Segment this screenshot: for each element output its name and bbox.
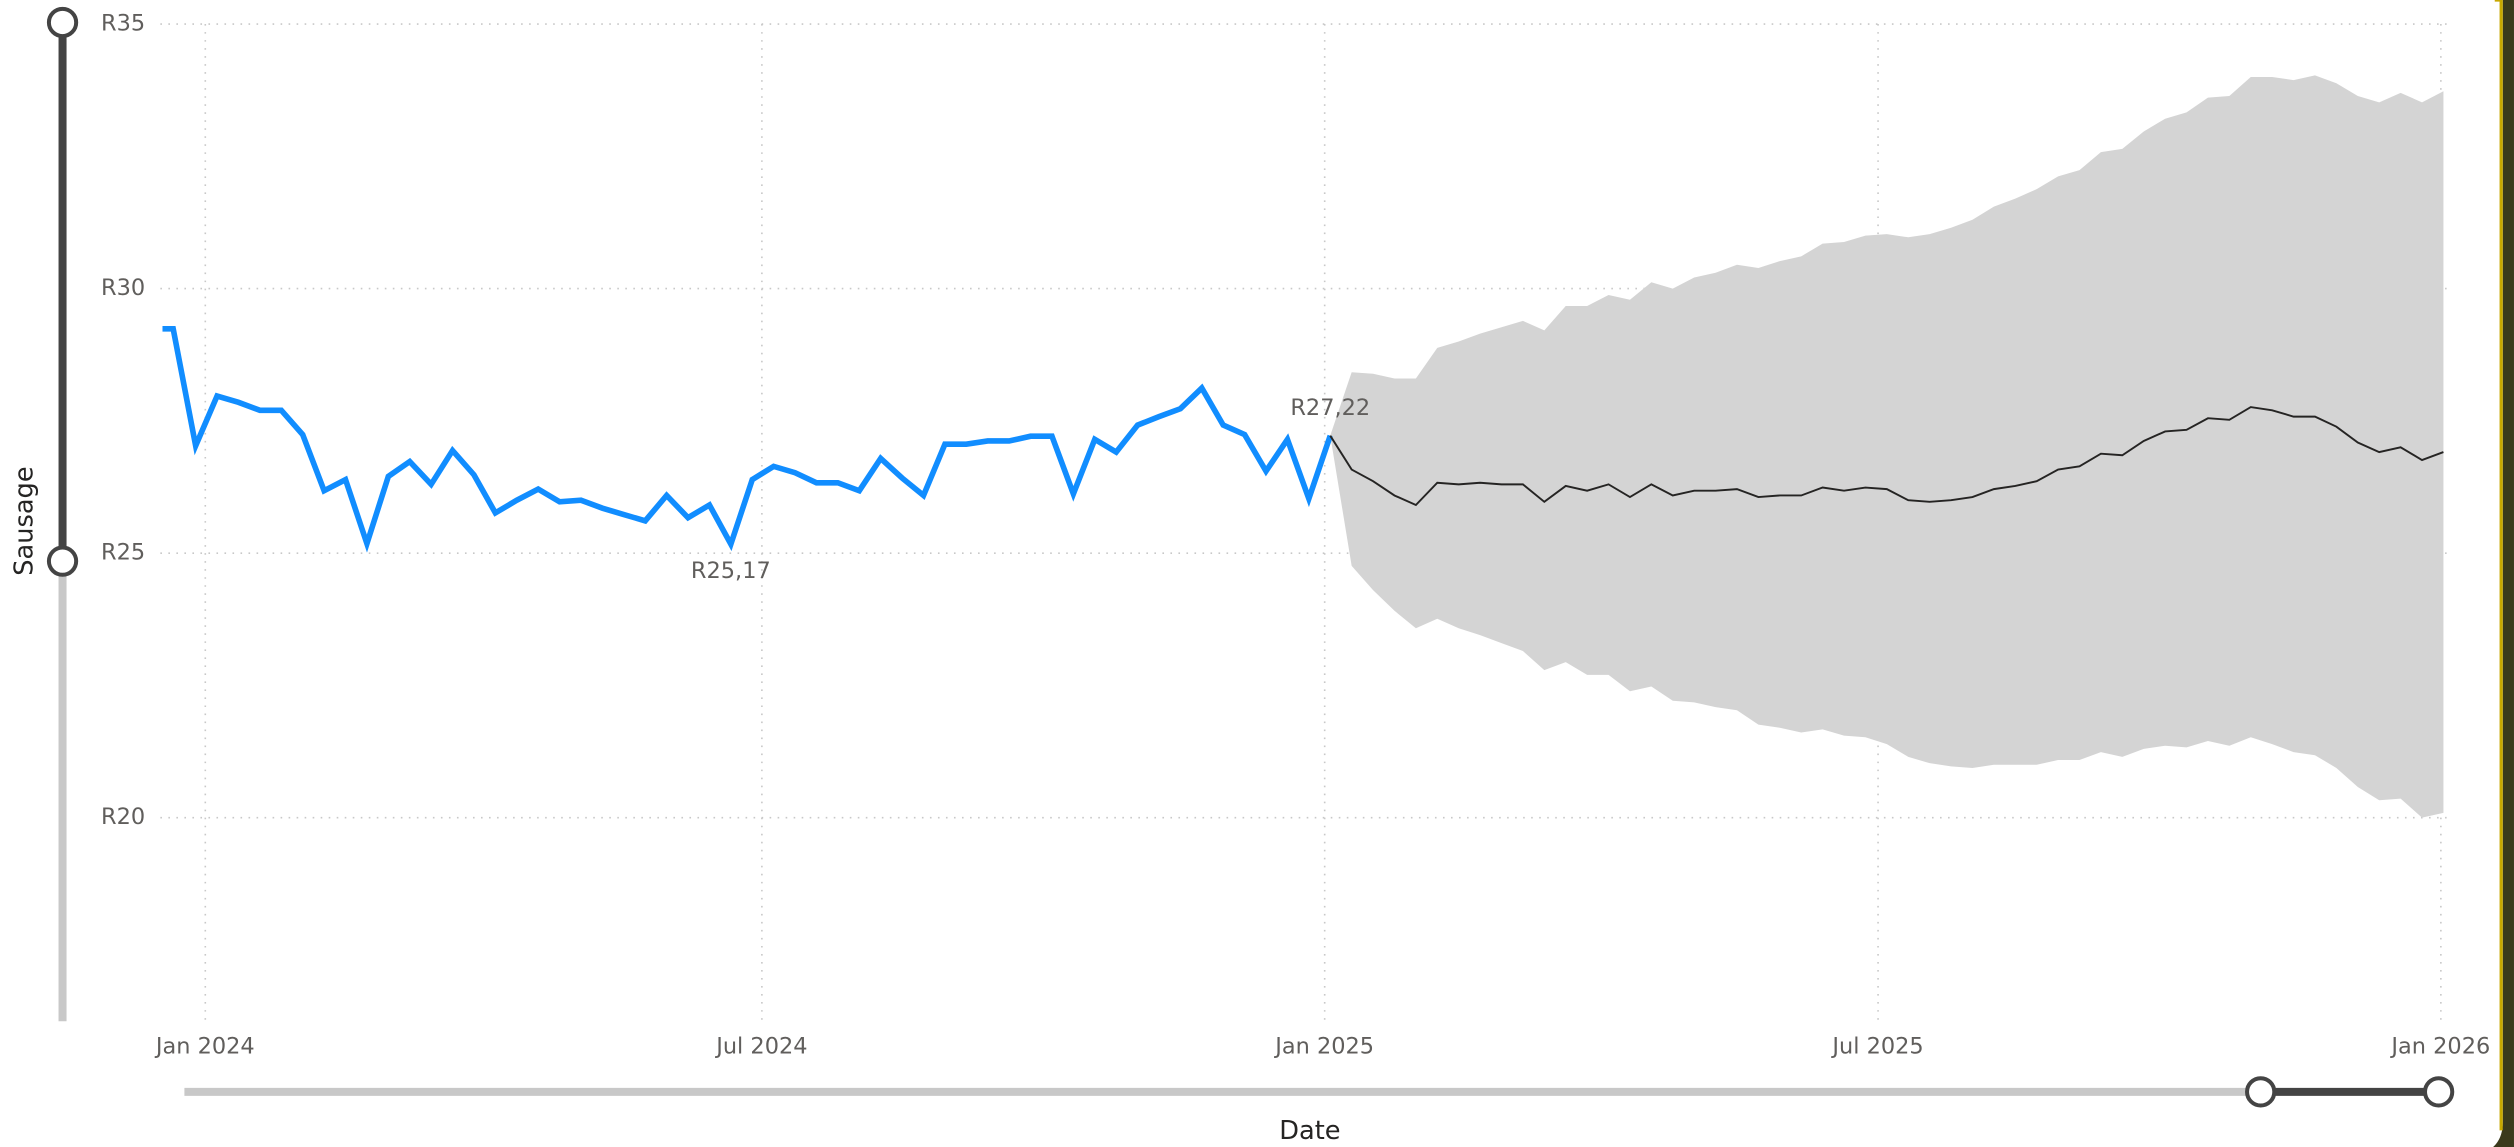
x-slider[interactable] xyxy=(184,1076,2455,1108)
x-axis-title: Date xyxy=(1279,1116,1340,1146)
frame-edge xyxy=(2493,0,2514,1147)
x-tick-label: Jul 2024 xyxy=(714,1033,807,1059)
x-tick-label: Jan 2026 xyxy=(2389,1033,2490,1059)
x-tick-label: Jul 2025 xyxy=(1830,1033,1923,1059)
data-label: R27,22 xyxy=(1290,395,1370,421)
x-tick-label: Jan 2025 xyxy=(1273,1033,1374,1059)
y-tick-label: R20 xyxy=(101,804,145,830)
slider-handle[interactable] xyxy=(2245,1076,2277,1108)
forecast-band xyxy=(1330,75,2444,818)
y-axis-title: Sausage xyxy=(10,466,40,575)
y-tick-label: R30 xyxy=(101,275,145,301)
slider-handle[interactable] xyxy=(46,6,79,39)
y-tick-label: R35 xyxy=(101,11,145,37)
frame-accent xyxy=(2494,0,2503,1131)
y-tick-label: R25 xyxy=(101,540,145,566)
x-tick-label: Jan 2024 xyxy=(154,1033,255,1059)
actual-line xyxy=(162,325,1333,553)
slider-handle[interactable] xyxy=(2422,1076,2455,1108)
slider-handle[interactable] xyxy=(46,545,79,577)
y-slider[interactable] xyxy=(46,6,79,1022)
data-label: R25,17 xyxy=(691,558,771,584)
forecast-line xyxy=(1329,406,2444,507)
